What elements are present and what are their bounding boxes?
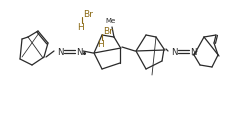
Text: N: N [171, 47, 177, 56]
Text: Br: Br [83, 9, 93, 18]
Text: N: N [76, 47, 82, 56]
Text: H: H [78, 22, 84, 31]
Text: H: H [98, 39, 104, 48]
Text: Br: Br [103, 26, 113, 35]
Text: Me: Me [105, 18, 115, 24]
Text: N: N [190, 47, 196, 56]
Text: N: N [57, 47, 63, 56]
